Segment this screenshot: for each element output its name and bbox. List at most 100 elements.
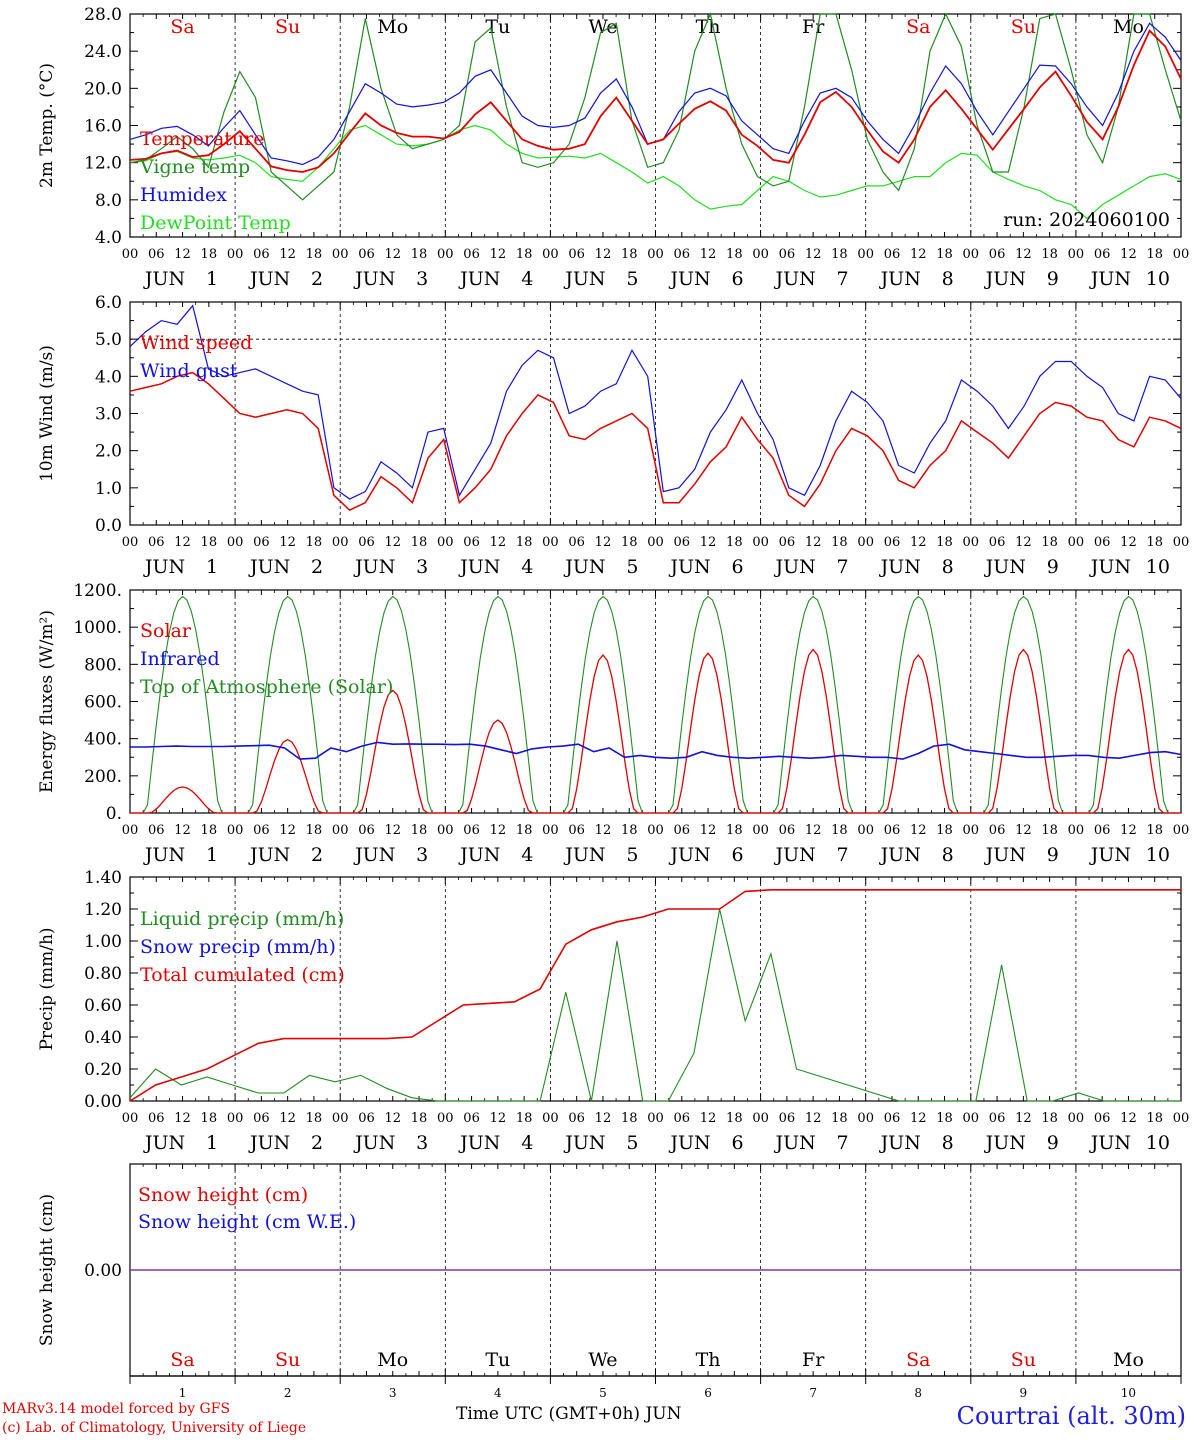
- month-label: JUN: [1089, 844, 1131, 866]
- series-line-liquid: [129, 908, 1181, 1102]
- time-axis-month: JUN: [645, 1404, 682, 1424]
- day-number-label: 8: [942, 556, 954, 578]
- day-number-label: 4: [521, 844, 533, 866]
- time-axis-text: Time UTC (GMT+0h): [456, 1404, 641, 1424]
- hour-label: 18: [411, 823, 428, 838]
- hour-label: 12: [805, 247, 822, 262]
- hour-label: 12: [910, 823, 927, 838]
- day-number-label: 6: [731, 1132, 743, 1154]
- legend-0: Liquid precip (mm/h): [140, 908, 344, 930]
- legend-2: Total cumulated (cm): [140, 964, 345, 986]
- day-number-label: 6: [731, 556, 743, 578]
- hour-label: 18: [306, 247, 323, 262]
- day-number-label: 5: [626, 268, 638, 290]
- hour-label: 00: [752, 823, 769, 838]
- month-label: JUN: [248, 268, 290, 290]
- legend-1: Snow precip (mm/h): [140, 936, 336, 958]
- y-tick-label: 4.0: [95, 367, 122, 387]
- bottom-day-number: 8: [914, 1386, 922, 1400]
- hour-label: 12: [490, 1111, 507, 1126]
- month-label: JUN: [984, 844, 1026, 866]
- day-name-label: Tu: [485, 16, 510, 38]
- hour-label: 18: [411, 535, 428, 550]
- day-number-label: 8: [942, 1132, 954, 1154]
- hour-label: 12: [384, 535, 401, 550]
- month-label: JUN: [984, 268, 1026, 290]
- day-number-label: 2: [311, 844, 323, 866]
- y-tick-label: 1.20: [84, 900, 122, 920]
- hour-label: 12: [1015, 247, 1032, 262]
- hour-label: 00: [437, 247, 454, 262]
- hour-label: 00: [1173, 1111, 1190, 1126]
- hour-label: 06: [884, 247, 901, 262]
- plot-frame: [129, 13, 1182, 238]
- hour-label: 12: [279, 535, 296, 550]
- hour-label: 00: [752, 535, 769, 550]
- hour-label: 12: [910, 1111, 927, 1126]
- legend-1: Infrared: [140, 648, 220, 670]
- hour-label: 12: [174, 1111, 191, 1126]
- hour-label: 00: [752, 1111, 769, 1126]
- hour-label: 12: [279, 1111, 296, 1126]
- hour-label: 00: [122, 1111, 139, 1126]
- legend-0: Solar: [140, 620, 192, 642]
- legend-0: Temperature: [140, 128, 264, 150]
- y-tick-label: 0.0: [95, 516, 122, 536]
- hour-label: 12: [384, 823, 401, 838]
- month-label: JUN: [879, 556, 921, 578]
- station-title: Courtrai (alt. 30m): [956, 1402, 1186, 1430]
- hour-label: 06: [358, 823, 375, 838]
- credits-lab: (c) Lab. of Climatology, University of L…: [2, 1420, 307, 1436]
- hour-label: 06: [253, 1111, 270, 1126]
- day-number-label: 7: [837, 1132, 849, 1154]
- month-label: JUN: [353, 268, 395, 290]
- day-name-label: Su: [1011, 16, 1036, 38]
- day-number-label: 9: [1047, 556, 1059, 578]
- hour-label: 18: [306, 1111, 323, 1126]
- legend-2: Top of Atmosphere (Solar): [140, 676, 393, 698]
- hour-label: 12: [174, 535, 191, 550]
- legend-3: DewPoint Temp: [140, 212, 291, 234]
- hour-label: 18: [306, 823, 323, 838]
- day-number-label: 10: [1146, 268, 1170, 290]
- day-number-label: 7: [837, 844, 849, 866]
- day-number-label: 2: [311, 556, 323, 578]
- hour-label: 00: [122, 535, 139, 550]
- hour-label: 06: [674, 1111, 691, 1126]
- day-name-label: Mo: [377, 16, 408, 38]
- day-name-label: Su: [275, 1349, 300, 1371]
- hour-label: 00: [857, 823, 874, 838]
- hour-label: 12: [490, 823, 507, 838]
- day-number-label: 1: [206, 556, 218, 578]
- month-label: JUN: [143, 268, 185, 290]
- month-label: JUN: [458, 268, 500, 290]
- hour-label: 00: [227, 247, 244, 262]
- hour-label: 18: [831, 247, 848, 262]
- hour-label: 06: [1094, 535, 1111, 550]
- hour-label: 06: [148, 823, 165, 838]
- month-label: JUN: [458, 1132, 500, 1154]
- y-tick-label: 8.0: [95, 191, 122, 211]
- day-number-label: 9: [1047, 1132, 1059, 1154]
- y-tick-label: 0.00: [84, 1092, 122, 1112]
- month-label: JUN: [458, 844, 500, 866]
- month-label: JUN: [1089, 1132, 1131, 1154]
- hour-label: 06: [779, 1111, 796, 1126]
- hour-label: 12: [805, 535, 822, 550]
- hour-label: 18: [726, 1111, 743, 1126]
- hour-label: 18: [306, 535, 323, 550]
- hour-label: 12: [595, 823, 612, 838]
- hour-label: 06: [358, 247, 375, 262]
- hour-label: 06: [884, 823, 901, 838]
- day-number-label: 10: [1146, 1132, 1170, 1154]
- hour-label: 06: [568, 1111, 585, 1126]
- bottom-day-number: 6: [704, 1386, 712, 1400]
- series-line-1: [129, 12, 1182, 201]
- hour-label: 12: [700, 823, 717, 838]
- day-number-label: 4: [521, 268, 533, 290]
- day-name-label: Fr: [802, 1349, 825, 1371]
- y-tick-label: 0.00: [84, 1261, 122, 1281]
- month-label: JUN: [984, 556, 1026, 578]
- hour-label: 00: [963, 1111, 980, 1126]
